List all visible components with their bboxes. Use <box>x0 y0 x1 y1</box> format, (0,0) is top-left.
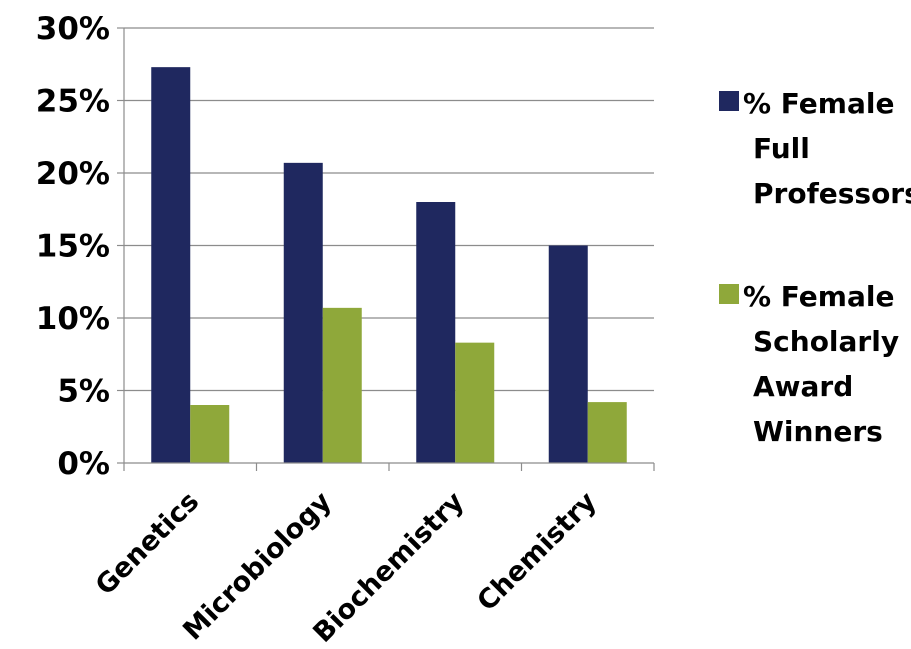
y-tick-label: 5% <box>57 374 110 410</box>
y-tick-label: 20% <box>36 156 110 192</box>
bars <box>151 67 627 464</box>
y-tick-label: 25% <box>36 84 110 120</box>
y-tick-label: 30% <box>36 11 110 47</box>
bar-professors-biochemistry <box>416 202 456 463</box>
y-tick-label: 10% <box>36 301 110 337</box>
legend-label: Scholarly <box>753 325 899 358</box>
x-tick-label: Genetics <box>90 486 205 601</box>
legend-label: Full <box>753 132 810 165</box>
legend: % Female Full Professors % Female Scholarly A… <box>719 87 911 448</box>
legend-swatch <box>719 91 739 111</box>
bar-award-winners-chemistry <box>587 402 627 463</box>
y-tick-label: 0% <box>57 446 110 482</box>
legend-label: % Female <box>743 87 894 120</box>
y-tick-label: 15% <box>36 229 110 265</box>
bar-award-winners-biochemistry <box>455 342 495 463</box>
legend-label: % Female <box>743 280 894 313</box>
x-tick-label: Chemistry <box>471 486 603 618</box>
bar-award-winners-genetics <box>190 405 230 463</box>
bar-award-winners-microbiology <box>322 307 362 463</box>
legend-label: Professors <box>753 177 911 210</box>
y-tick-labels: 0% 5% 10% 15% 20% 25% 30% <box>36 11 110 482</box>
bar-professors-chemistry <box>548 245 588 463</box>
legend-label: Award <box>753 370 853 403</box>
bar-professors-microbiology <box>283 162 323 463</box>
axes <box>117 27 655 471</box>
legend-swatch <box>719 284 739 304</box>
bar-professors-genetics <box>151 67 191 464</box>
legend-label: Winners <box>753 415 883 448</box>
